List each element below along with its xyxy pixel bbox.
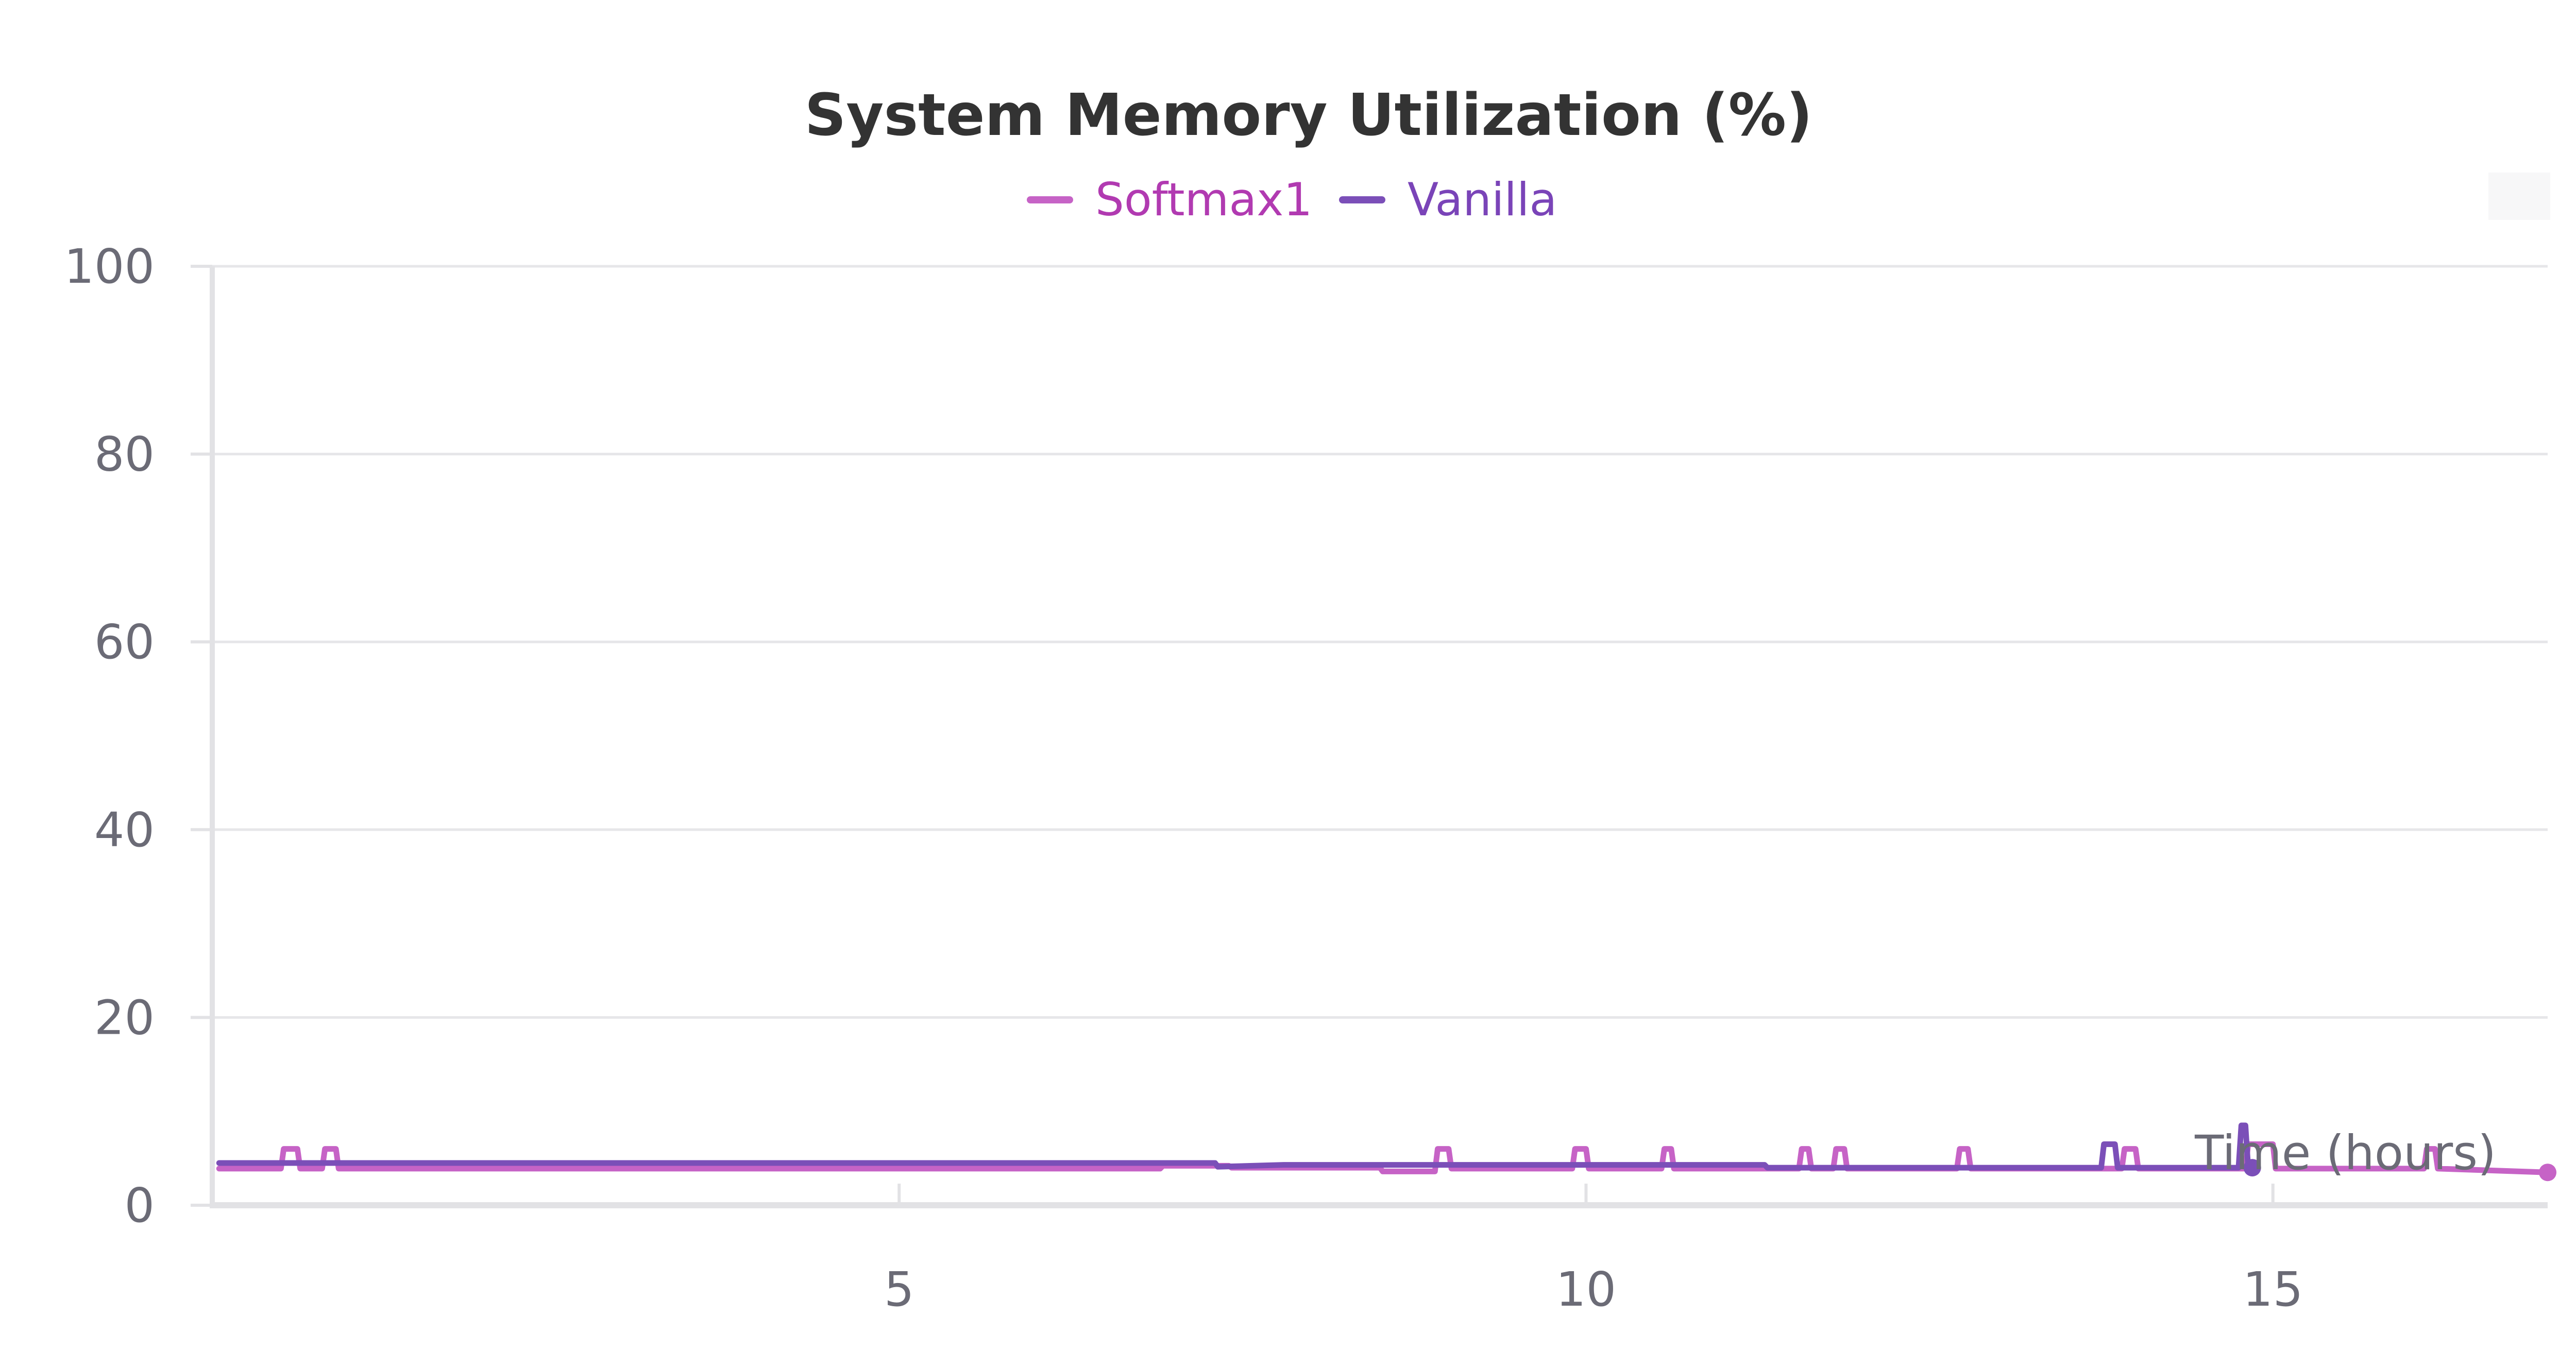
x-tick-label-0: 5 bbox=[884, 1262, 914, 1317]
y-tick-label-3: 60 bbox=[94, 614, 155, 670]
series-end-point-softmax1 bbox=[2539, 1164, 2556, 1182]
legend-label-softmax1[interactable]: Softmax1 bbox=[1095, 173, 1312, 226]
y-tick-label-2: 40 bbox=[94, 802, 155, 858]
series-lines bbox=[216, 1122, 2556, 1182]
series-line-vanilla bbox=[216, 1122, 2256, 1171]
y-tick-label-5: 100 bbox=[64, 239, 155, 294]
chart-toolbar-placeholder bbox=[2488, 173, 2550, 220]
series-end-point-vanilla bbox=[2243, 1159, 2261, 1177]
x-axis-title: Time (hours) bbox=[2194, 1125, 2496, 1181]
x-tick-label-2: 15 bbox=[2243, 1262, 2303, 1317]
y-tick-label-1: 20 bbox=[94, 990, 155, 1045]
legend-label-vanilla[interactable]: Vanilla bbox=[1408, 173, 1557, 226]
x-tick-label-1: 10 bbox=[1556, 1262, 1616, 1317]
grid bbox=[212, 265, 2548, 1019]
axes: 0 20 40 60 80 100 5 10 15 bbox=[64, 239, 2548, 1317]
y-tick-label-4: 80 bbox=[94, 427, 155, 482]
legend: Softmax1 Vanilla bbox=[1027, 173, 1557, 226]
y-tick-label-0: 0 bbox=[124, 1178, 155, 1233]
chart-title: System Memory Utilization (%) bbox=[805, 82, 1812, 149]
